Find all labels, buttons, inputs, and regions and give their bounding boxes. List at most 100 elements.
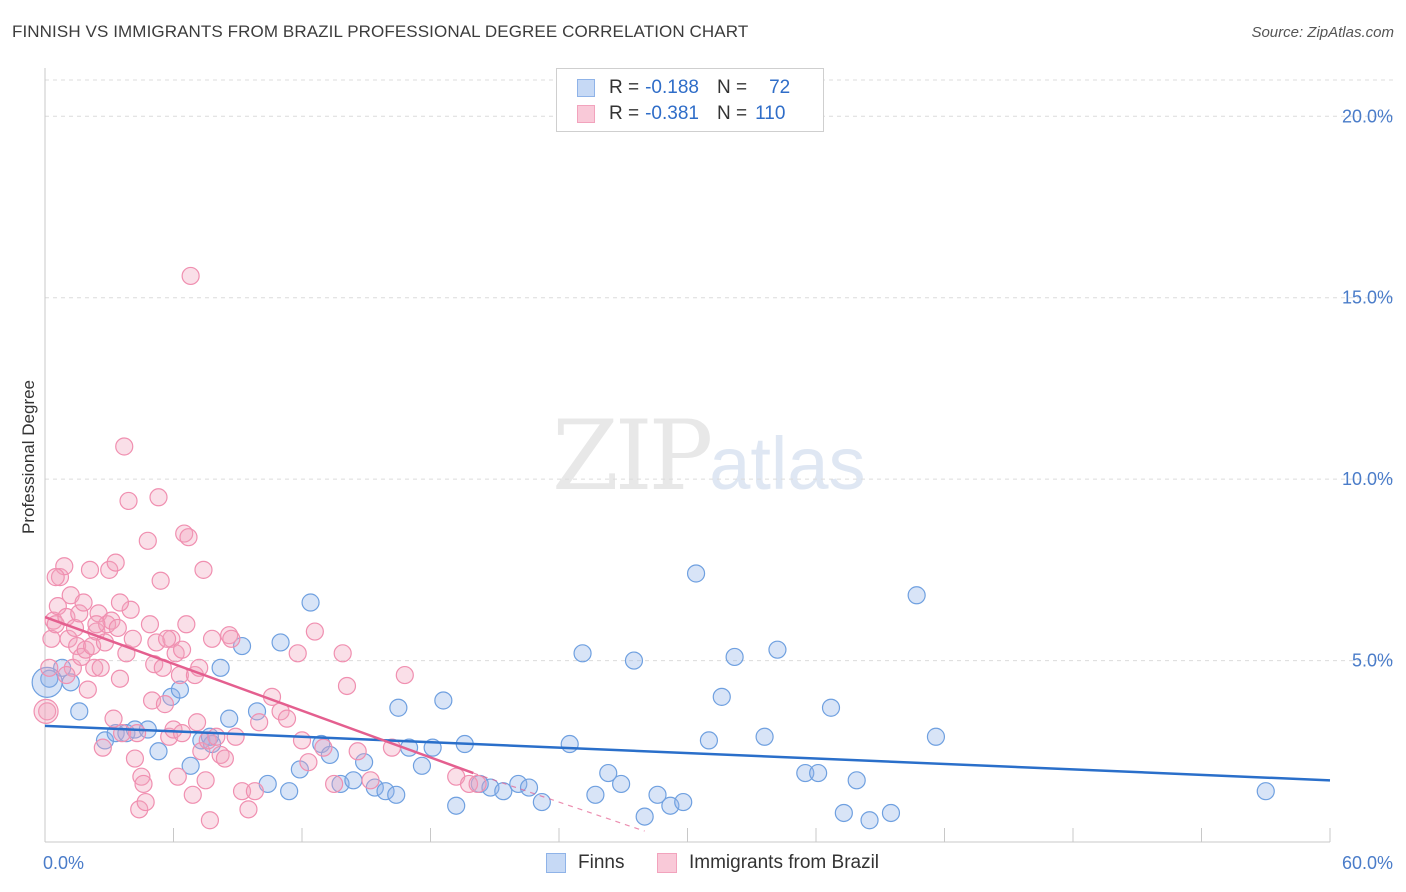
- data-point: [187, 713, 207, 732]
- data-point: [93, 738, 112, 757]
- n-label: N =: [716, 77, 748, 98]
- brazil-legend-swatch: [657, 853, 677, 873]
- data-point: [305, 622, 324, 641]
- data-point: [560, 734, 579, 754]
- y-tick-label: 10.0%: [1342, 469, 1393, 489]
- data-point: [834, 803, 853, 823]
- data-point: [57, 665, 76, 685]
- data-point: [136, 792, 155, 812]
- data-point: [635, 807, 654, 826]
- r-value: -0.381: [645, 103, 699, 124]
- data-point: [239, 800, 258, 819]
- data-point: [226, 727, 245, 746]
- y-tick-label: 15.0%: [1342, 288, 1393, 308]
- y-axis-label: Professional Degree: [19, 380, 38, 534]
- data-point: [140, 615, 160, 634]
- data-point: [151, 571, 170, 590]
- finns-legend-swatch: [546, 853, 566, 873]
- data-point: [192, 742, 211, 761]
- y-tick-label: 5.0%: [1352, 651, 1393, 671]
- data-point: [395, 665, 414, 685]
- watermark-atlas: atlas: [709, 422, 866, 505]
- n-value: 72: [769, 77, 791, 98]
- series-finns: [31, 564, 1275, 830]
- data-point: [389, 698, 408, 717]
- data-point: [847, 771, 866, 790]
- r-label: R =: [609, 77, 640, 98]
- data-point: [361, 771, 380, 790]
- data-point: [1256, 782, 1275, 801]
- data-point: [147, 633, 166, 652]
- data-point: [699, 731, 719, 750]
- stats-legend-row-finns: R = -0.188 N = 72: [577, 76, 790, 100]
- data-point: [821, 698, 841, 717]
- data-point: [70, 604, 89, 623]
- legend-item-finns[interactable]: Finns: [546, 852, 624, 874]
- data-point: [612, 774, 631, 794]
- data-point: [686, 564, 706, 583]
- data-point: [320, 745, 339, 765]
- data-point: [115, 437, 134, 456]
- data-point: [91, 658, 110, 677]
- n-label: N =: [716, 103, 748, 124]
- data-point: [170, 680, 190, 699]
- data-point: [110, 593, 130, 612]
- data-point: [132, 767, 151, 786]
- legend-item-brazil[interactable]: Immigrants from Brazil: [657, 852, 879, 874]
- data-point: [624, 651, 644, 670]
- data-point: [104, 709, 123, 728]
- data-point: [494, 782, 513, 801]
- data-point: [119, 491, 138, 511]
- legend-label-finns: Finns: [578, 852, 625, 873]
- data-point: [78, 680, 97, 699]
- data-point: [157, 629, 177, 648]
- data-point: [40, 669, 59, 688]
- data-point: [468, 774, 487, 794]
- data-point: [220, 709, 239, 728]
- data-point: [130, 800, 149, 819]
- data-point: [38, 702, 57, 721]
- finns-swatch: [577, 79, 595, 97]
- data-point: [222, 629, 241, 648]
- data-point: [127, 724, 147, 743]
- data-point: [725, 647, 744, 667]
- data-point: [288, 644, 307, 663]
- data-point: [196, 771, 215, 790]
- data-point: [292, 731, 312, 750]
- data-point: [121, 600, 140, 619]
- data-point: [179, 528, 198, 547]
- data-point: [586, 785, 605, 804]
- data-point: [674, 792, 693, 812]
- data-point: [110, 669, 130, 688]
- data-point: [376, 782, 395, 801]
- series-brazil: [33, 266, 487, 830]
- data-point: [245, 782, 264, 801]
- data-point: [80, 560, 100, 579]
- data-point: [881, 803, 901, 823]
- data-point: [102, 611, 121, 630]
- data-point: [573, 644, 592, 663]
- data-point: [172, 640, 192, 659]
- stats-legend-row-brazil: R = -0.381 N = 110: [577, 102, 785, 126]
- data-point: [183, 785, 202, 804]
- data-point: [325, 774, 344, 794]
- data-point: [211, 658, 230, 677]
- data-point: [599, 763, 618, 783]
- data-point: [387, 785, 406, 804]
- trend-line: [44, 615, 474, 775]
- data-point: [87, 615, 106, 634]
- data-point: [299, 753, 318, 772]
- data-point: [138, 531, 157, 550]
- data-point: [434, 691, 453, 710]
- data-point: [106, 553, 125, 572]
- chart-title: FINNISH VS IMMIGRANTS FROM BRAZIL PROFES…: [12, 22, 749, 41]
- data-point: [202, 629, 222, 648]
- data-point: [100, 560, 119, 579]
- data-point: [926, 727, 946, 746]
- trend-lines: [44, 615, 1331, 832]
- data-point: [509, 774, 528, 794]
- data-point: [168, 767, 187, 786]
- series-legend: Finns Immigrants from Brazil: [0, 852, 1406, 878]
- legend-label-brazil: Immigrants from Brazil: [689, 852, 880, 873]
- data-point: [348, 742, 367, 761]
